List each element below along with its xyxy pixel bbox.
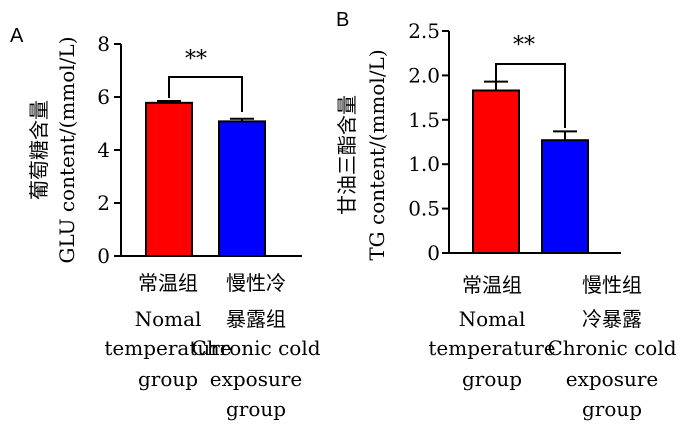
category-label: temperature (428, 336, 555, 360)
y-tick-label: 4 (97, 138, 110, 162)
y-tick-label: 2.0 (408, 63, 440, 87)
category-label: 暴露组 (226, 307, 286, 331)
category-label: 常温组 (138, 271, 198, 295)
category-label: Chronic cold (191, 336, 320, 360)
panel-b-chart: B 0 0.5 1.0 1.5 2.0 2.5 甘油三酯含量 TG content/(mmol/… (335, 9, 677, 421)
panel-a-chart: A 0 2 4 6 8 葡萄糖含量 GLU content/(mmol/L) ** 常温组 Noma… (10, 25, 321, 421)
y-tick-label: 0 (97, 244, 110, 268)
category-label: exposure (210, 367, 303, 391)
significance-label: ** (185, 47, 207, 72)
category-label: Nomal (459, 307, 526, 331)
y-axis-title-cn: 甘油三酯含量 (335, 95, 359, 215)
category-label: 慢性冷 (226, 271, 286, 295)
category-label: Nomal (135, 307, 202, 331)
panel-letter: A (10, 25, 24, 47)
category-label: 慢性组 (582, 273, 642, 297)
significance-bracket (168, 76, 243, 112)
y-axis-title-en: TG content/(mmol/L) (365, 49, 389, 260)
y-tick-label: 1.5 (408, 108, 440, 132)
category-label: temperature (104, 336, 231, 360)
category-label: exposure (566, 367, 659, 391)
category-label: group (462, 367, 522, 391)
y-tick-label: 1.0 (408, 152, 440, 176)
category-label: 冷暴露 (582, 307, 642, 331)
y-tick-label: 0.5 (408, 197, 440, 221)
y-tick-label: 6 (97, 85, 110, 109)
bar (472, 89, 520, 254)
panel-letter: B (336, 9, 349, 31)
y-tick-label: 2.5 (408, 19, 440, 43)
category-label: Chronic cold (547, 336, 676, 360)
category-label: group (582, 397, 642, 421)
y-tick-label: 0 (427, 241, 440, 265)
significance-bracket (495, 63, 566, 128)
category-label: group (138, 367, 198, 391)
category-label: 常温组 (462, 273, 522, 297)
significance-label: ** (513, 33, 535, 58)
bar (145, 101, 193, 257)
bar (541, 139, 589, 254)
y-tick-label: 8 (97, 32, 110, 56)
y-tick-label: 2 (97, 191, 110, 215)
bar (218, 120, 266, 257)
y-axis-title-cn: 葡萄糖含量 (27, 100, 51, 200)
y-axis-title-en: GLU content/(mmol/L) (55, 36, 79, 263)
category-label: group (226, 397, 286, 421)
